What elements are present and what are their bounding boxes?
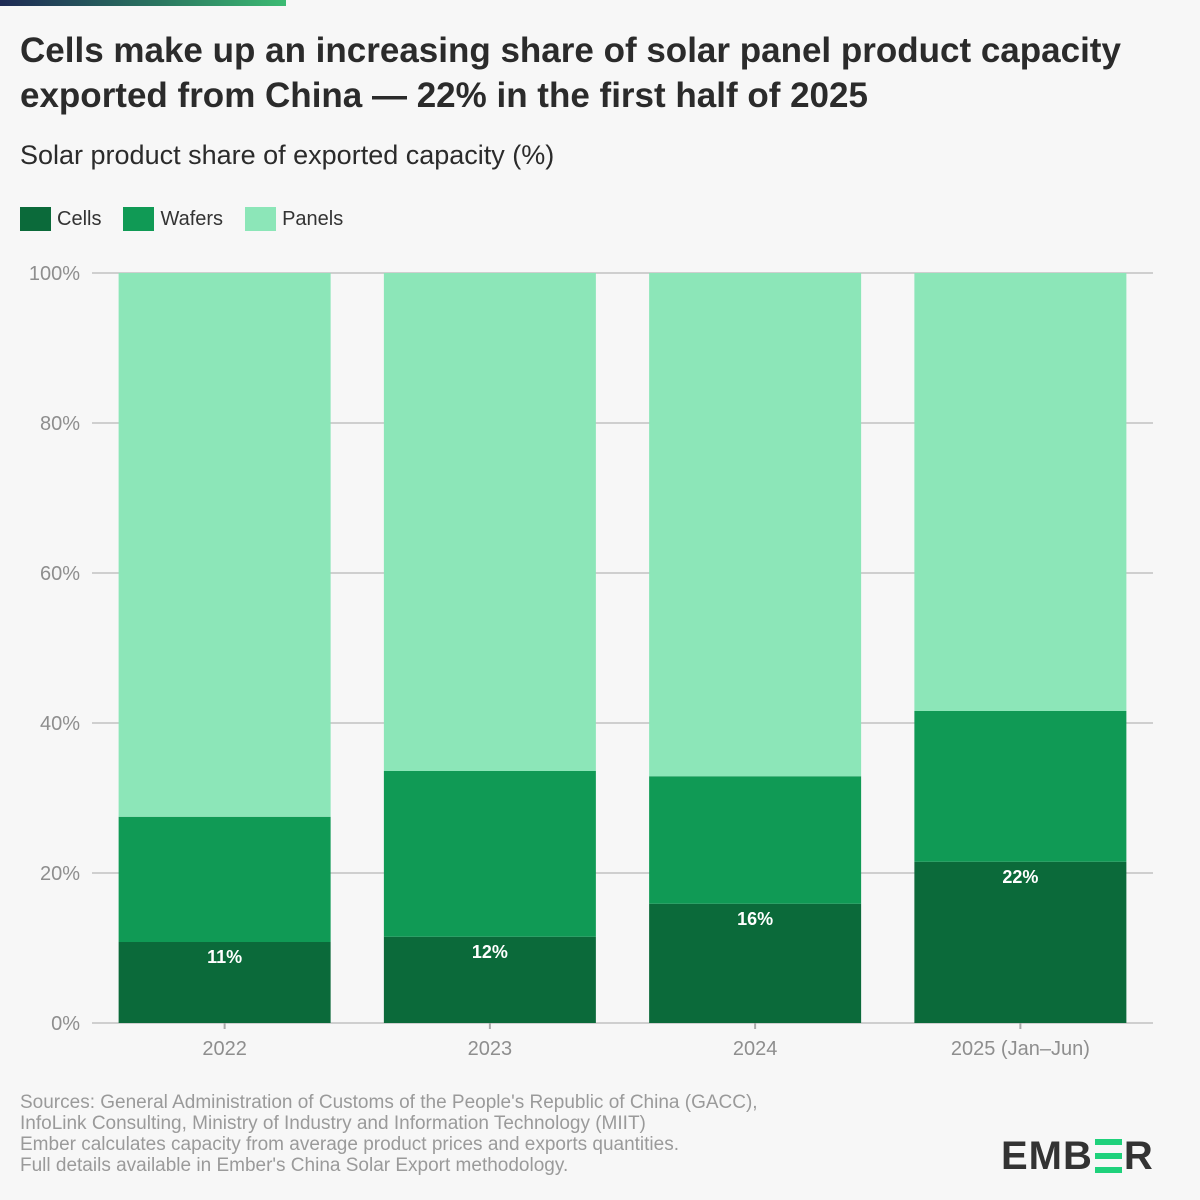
- sources-line: Ember calculates capacity from average p…: [20, 1134, 679, 1155]
- data-label-cells: 16%: [737, 909, 773, 929]
- y-axis: 0% 20% 40% 60% 80% 100%: [29, 263, 80, 1035]
- sources-note: Sources: General Administration of Custo…: [20, 1092, 758, 1176]
- data-label-cells: 11%: [207, 947, 242, 967]
- top-accent-bar: [0, 0, 286, 6]
- bar-segment-cells: [649, 903, 862, 1023]
- x-tick-label: 2024: [733, 1038, 778, 1060]
- logo-text-right: R: [1123, 1134, 1154, 1178]
- bar-segment-cells: [118, 942, 331, 1023]
- data-labels: 11% 12% 16% 22%: [207, 867, 1038, 967]
- x-tick-label: 2025 (Jan–Jun): [951, 1038, 1090, 1060]
- bar-segment-wafers: [649, 776, 862, 904]
- x-axis: 2022 2023 2024 2025 (Jan–Jun): [202, 1023, 1090, 1060]
- bar-segment-panels: [383, 273, 596, 771]
- legend-item-cells: Cells: [20, 207, 101, 231]
- sources-line: Full details available in Ember's China …: [20, 1155, 569, 1176]
- bar-segment-panels: [118, 273, 331, 817]
- legend-swatch-cells: [20, 207, 51, 231]
- y-tick-label: 0%: [51, 1013, 80, 1035]
- y-tick-label: 100%: [29, 263, 80, 285]
- y-tick-label: 60%: [40, 563, 80, 585]
- chart-title: Cells make up an increasing share of sol…: [20, 31, 1121, 115]
- legend-item-wafers: Wafers: [123, 207, 223, 231]
- sources-line: InfoLink Consulting, Ministry of Industr…: [20, 1113, 646, 1134]
- bar-segment-wafers: [118, 816, 331, 942]
- y-tick-label: 20%: [40, 863, 80, 885]
- bar-segment-wafers: [914, 711, 1127, 862]
- legend-label-wafers: Wafers: [160, 207, 224, 230]
- data-label-cells: 22%: [1002, 867, 1038, 887]
- sources-line: Sources: General Administration of Custo…: [20, 1092, 758, 1113]
- y-tick-label: 40%: [40, 713, 80, 735]
- legend-label-panels: Panels: [282, 207, 344, 230]
- logo-e-bars-icon: [1094, 1139, 1122, 1173]
- logo-text-left: EMB: [1001, 1134, 1093, 1178]
- x-tick-label: 2023: [468, 1038, 513, 1060]
- bars: [118, 273, 1127, 1023]
- data-label-cells: 12%: [472, 942, 508, 962]
- legend: Cells Wafers Panels: [20, 207, 343, 231]
- y-tick-label: 80%: [40, 413, 80, 435]
- bar-segment-cells: [914, 861, 1127, 1023]
- x-tick-label: 2022: [202, 1038, 247, 1060]
- legend-item-panels: Panels: [245, 207, 343, 231]
- ember-logo: EMB R: [1001, 1134, 1154, 1178]
- bar-segment-wafers: [383, 771, 596, 937]
- legend-swatch-panels: [245, 207, 277, 231]
- legend-label-cells: Cells: [57, 207, 102, 230]
- chart-subtitle: Solar product share of exported capacity…: [20, 140, 555, 170]
- bar-segment-cells: [383, 936, 596, 1023]
- legend-swatch-wafers: [123, 207, 155, 231]
- bar-segment-panels: [914, 273, 1127, 711]
- bar-segment-panels: [649, 273, 862, 777]
